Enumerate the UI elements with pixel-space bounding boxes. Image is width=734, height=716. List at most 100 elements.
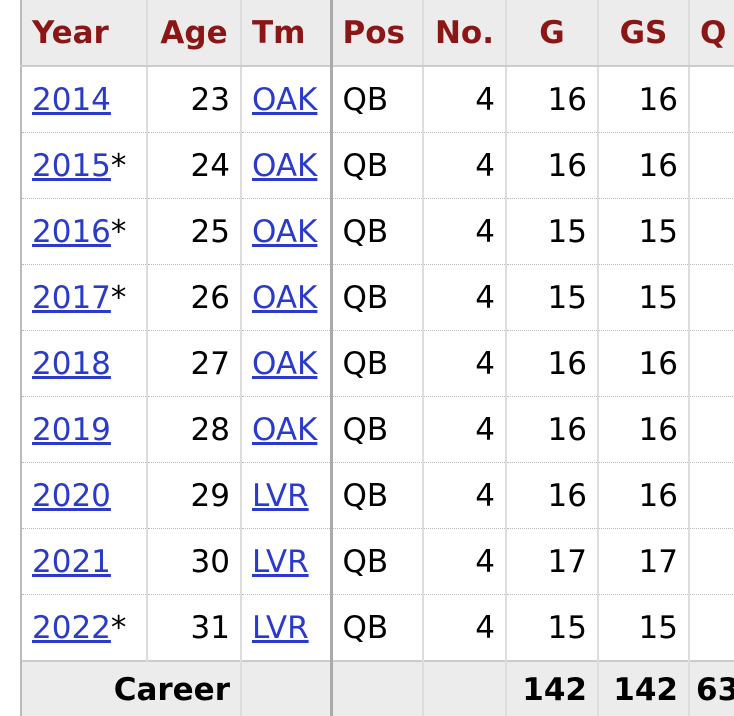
data-row: 2016* 25 OAK QB 4 15 15 [20, 198, 734, 265]
year-cell: 2018 [20, 330, 147, 397]
games-started-cell: 16 [597, 330, 689, 397]
year-link[interactable]: 2021 [32, 543, 111, 580]
games-cell: 16 [505, 132, 598, 199]
year-cell: 2021 [20, 528, 147, 595]
career-games: 142 [505, 660, 598, 716]
column-header: No. [422, 0, 506, 67]
games-cell: 15 [505, 264, 598, 331]
year-cell: 2022* [20, 594, 147, 662]
pro-bowl-marker: * [110, 279, 127, 316]
team-link[interactable]: LVR [252, 477, 309, 514]
age-cell: 25 [146, 198, 241, 265]
position-cell: QB [329, 528, 423, 595]
number-cell: 4 [422, 462, 506, 529]
position-cell: QB [329, 264, 423, 331]
year-link[interactable]: 2015 [32, 147, 111, 184]
position-cell: QB [329, 330, 423, 397]
empty-cell [422, 660, 506, 716]
table-body: 2014 23 OAK QB 4 16 16 2015* 24 OAK QB 4 16 16 2016* 25… [20, 66, 734, 716]
career-qb-record: 63 [688, 660, 734, 716]
games-started-cell: 15 [597, 264, 689, 331]
team-cell: OAK [240, 66, 331, 133]
games-started-cell: 17 [597, 528, 689, 595]
team-cell: OAK [240, 396, 331, 463]
column-header: G [505, 0, 598, 67]
pro-bowl-marker: * [110, 147, 127, 184]
qb-record-cell [688, 66, 734, 133]
age-cell: 27 [146, 330, 241, 397]
position-cell: QB [329, 198, 423, 265]
year-link[interactable]: 2014 [32, 81, 111, 118]
year-cell: 2015* [20, 132, 147, 199]
team-link[interactable]: OAK [252, 411, 318, 448]
games-started-cell: 15 [597, 198, 689, 265]
year-cell: 2014 [20, 66, 147, 133]
data-row: 2018 27 OAK QB 4 16 16 [20, 330, 734, 397]
career-games-started: 142 [597, 660, 689, 716]
age-cell: 29 [146, 462, 241, 529]
year-link[interactable]: 2022 [32, 609, 111, 646]
column-header: Year [20, 0, 147, 67]
data-row: 2017* 26 OAK QB 4 15 15 [20, 264, 734, 331]
column-header: Tm [240, 0, 331, 67]
team-cell: LVR [240, 462, 331, 529]
qb-record-cell [688, 528, 734, 595]
year-link[interactable]: 2016 [32, 213, 111, 250]
column-header: Pos [329, 0, 423, 67]
age-cell: 23 [146, 66, 241, 133]
team-cell: LVR [240, 528, 331, 595]
qb-record-cell [688, 198, 734, 265]
games-cell: 15 [505, 198, 598, 265]
team-link[interactable]: OAK [252, 147, 318, 184]
year-link[interactable]: 2019 [32, 411, 111, 448]
age-cell: 24 [146, 132, 241, 199]
games-started-cell: 16 [597, 66, 689, 133]
team-cell: OAK [240, 264, 331, 331]
position-cell: QB [329, 396, 423, 463]
year-link[interactable]: 2020 [32, 477, 111, 514]
pro-bowl-marker: * [110, 213, 127, 250]
qb-record-cell [688, 594, 734, 662]
number-cell: 4 [422, 396, 506, 463]
team-link[interactable]: LVR [252, 543, 309, 580]
qb-record-cell [688, 396, 734, 463]
number-cell: 4 [422, 330, 506, 397]
team-link[interactable]: OAK [252, 345, 318, 382]
year-cell: 2020 [20, 462, 147, 529]
column-header: GS [597, 0, 689, 67]
team-link[interactable]: OAK [252, 81, 318, 118]
data-row: 2022* 31 LVR QB 4 15 15 [20, 594, 734, 662]
year-cell: 2019 [20, 396, 147, 463]
team-link[interactable]: OAK [252, 279, 318, 316]
data-row: 2014 23 OAK QB 4 16 16 [20, 66, 734, 133]
games-cell: 16 [505, 396, 598, 463]
qb-record-cell [688, 462, 734, 529]
year-link[interactable]: 2017 [32, 279, 111, 316]
number-cell: 4 [422, 264, 506, 331]
team-cell: OAK [240, 198, 331, 265]
position-cell: QB [329, 594, 423, 662]
age-cell: 31 [146, 594, 241, 662]
position-cell: QB [329, 66, 423, 133]
games-started-cell: 16 [597, 396, 689, 463]
number-cell: 4 [422, 66, 506, 133]
team-link[interactable]: LVR [252, 609, 309, 646]
column-header: Age [146, 0, 241, 67]
team-cell: OAK [240, 132, 331, 199]
column-header: Q [688, 0, 734, 67]
stats-table: Year Age Tm Pos No. G GS Q 2014 23 OAK QB 4 16 16 2015… [20, 0, 734, 716]
team-link[interactable]: OAK [252, 213, 318, 250]
position-cell: QB [329, 462, 423, 529]
number-cell: 4 [422, 594, 506, 662]
games-cell: 16 [505, 330, 598, 397]
games-started-cell: 16 [597, 462, 689, 529]
qb-record-cell [688, 132, 734, 199]
year-link[interactable]: 2018 [32, 345, 111, 382]
number-cell: 4 [422, 198, 506, 265]
team-cell: OAK [240, 330, 331, 397]
games-cell: 15 [505, 594, 598, 662]
data-row: 2019 28 OAK QB 4 16 16 [20, 396, 734, 463]
games-started-cell: 15 [597, 594, 689, 662]
number-cell: 4 [422, 132, 506, 199]
year-cell: 2017* [20, 264, 147, 331]
